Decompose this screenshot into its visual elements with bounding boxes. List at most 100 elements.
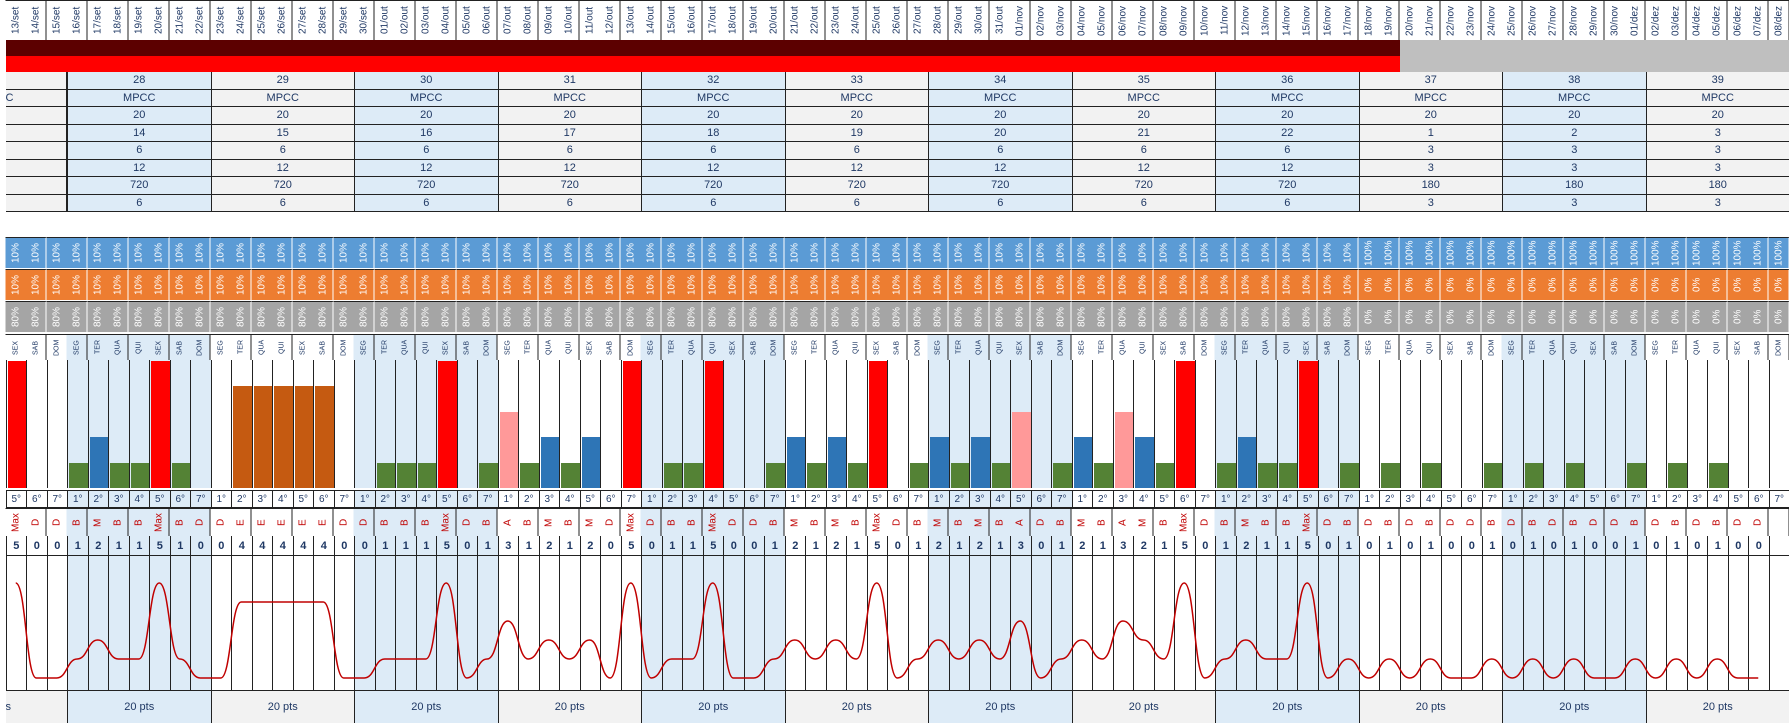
- bar-column[interactable]: [1030, 360, 1051, 488]
- row-gray-cell[interactable]: 80%: [1194, 301, 1215, 332]
- weekday-cell[interactable]: SEG: [497, 334, 518, 360]
- weekday-cell[interactable]: SAB: [1174, 334, 1195, 360]
- row-blue-cell[interactable]: 10%: [928, 237, 949, 268]
- bar-column[interactable]: [210, 360, 231, 488]
- day-number-cell[interactable]: 2°: [1379, 490, 1400, 508]
- row-orange-cell[interactable]: 10%: [149, 269, 170, 300]
- row-blue-cell[interactable]: 10%: [969, 237, 990, 268]
- row-blue-cell[interactable]: 10%: [702, 237, 723, 268]
- load-bar[interactable]: [253, 386, 272, 488]
- date-header-cell[interactable]: 24/nov: [1481, 0, 1502, 40]
- row-blue-cell[interactable]: 100%: [1481, 237, 1502, 268]
- day-number-cell[interactable]: 5°: [866, 490, 887, 508]
- row-gray-cell[interactable]: 0%: [1461, 301, 1482, 332]
- score-cell[interactable]: 1: [1379, 536, 1400, 556]
- score-cell[interactable]: 1: [1051, 536, 1072, 556]
- day-number-cell[interactable]: 3°: [251, 490, 272, 508]
- week-b-cell[interactable]: 21: [1071, 124, 1215, 142]
- week-e-cell[interactable]: 720: [67, 177, 211, 195]
- week-a-cell[interactable]: 20: [1358, 107, 1502, 125]
- row-orange-cell[interactable]: 10%: [1030, 269, 1051, 300]
- date-header-cell[interactable]: 27/out: [907, 0, 928, 40]
- week-f-cell[interactable]: 3: [1645, 194, 1789, 212]
- load-bar[interactable]: [1012, 411, 1031, 488]
- weekday-cell[interactable]: TER: [805, 334, 826, 360]
- load-bar[interactable]: [827, 437, 846, 488]
- row-gray-cell[interactable]: 80%: [743, 301, 764, 332]
- row-blue-cell[interactable]: 10%: [846, 237, 867, 268]
- row-blue-cell[interactable]: 10%: [600, 237, 621, 268]
- week-d-cell[interactable]: 3: [1645, 159, 1789, 177]
- session-code-cell[interactable]: D: [1030, 508, 1051, 536]
- row-orange-cell[interactable]: 0%: [1379, 269, 1400, 300]
- bar-column[interactable]: [415, 360, 436, 488]
- row-gray-cell[interactable]: 80%: [1317, 301, 1338, 332]
- week-f-cell[interactable]: 6: [1215, 194, 1359, 212]
- row-orange-cell[interactable]: 10%: [559, 269, 580, 300]
- row-blue-cell[interactable]: 10%: [1010, 237, 1031, 268]
- weekday-cell[interactable]: QUA: [1543, 334, 1564, 360]
- week-d-cell[interactable]: 12: [1071, 159, 1215, 177]
- row-gray-cell[interactable]: 80%: [600, 301, 621, 332]
- week-c-cell[interactable]: 3: [1645, 142, 1789, 160]
- score-cell[interactable]: 0: [887, 536, 908, 556]
- day-number-cell[interactable]: 1°: [641, 490, 662, 508]
- row-orange-cell[interactable]: 10%: [1112, 269, 1133, 300]
- row-orange-cell[interactable]: 0%: [1461, 269, 1482, 300]
- score-cell[interactable]: 5: [436, 536, 457, 556]
- week-points-cell[interactable]: 20 pts: [67, 690, 211, 723]
- day-number-cell[interactable]: 5°: [1297, 490, 1318, 508]
- session-code-cell[interactable]: D: [1502, 508, 1523, 536]
- score-cell[interactable]: 0: [1440, 536, 1461, 556]
- session-code-cell[interactable]: D: [1604, 508, 1625, 536]
- week-num-cell[interactable]: 29: [210, 72, 354, 90]
- score-cell[interactable]: 0: [743, 536, 764, 556]
- date-header-cell[interactable]: 31/out: [989, 0, 1010, 40]
- row-blue-cell[interactable]: 10%: [1071, 237, 1092, 268]
- session-code-cell[interactable]: B: [1215, 508, 1236, 536]
- weekday-cell[interactable]: QUA: [1256, 334, 1277, 360]
- load-bar[interactable]: [274, 386, 293, 488]
- week-c-cell[interactable]: 6: [928, 142, 1072, 160]
- day-number-cell[interactable]: 2°: [948, 490, 969, 508]
- row-gray-cell[interactable]: 80%: [1153, 301, 1174, 332]
- bar-column[interactable]: [1256, 360, 1277, 488]
- row-gray-cell[interactable]: 80%: [374, 301, 395, 332]
- session-code-cell[interactable]: B: [1666, 508, 1687, 536]
- bar-column[interactable]: [743, 360, 764, 488]
- bar-column[interactable]: [1112, 360, 1133, 488]
- date-header-cell[interactable]: 20/nov: [1399, 0, 1420, 40]
- load-bar[interactable]: [520, 462, 539, 488]
- row-blue-cell[interactable]: 100%: [1604, 237, 1625, 268]
- score-cell[interactable]: 0: [1317, 536, 1338, 556]
- bar-column[interactable]: [374, 360, 395, 488]
- row-orange-cell[interactable]: 10%: [846, 269, 867, 300]
- week-c-cell[interactable]: 6: [67, 142, 211, 160]
- row-orange-cell[interactable]: 0%: [1727, 269, 1748, 300]
- score-cell[interactable]: [1768, 536, 1789, 556]
- week-d-cell[interactable]: 12: [67, 159, 211, 177]
- row-gray-cell[interactable]: 80%: [415, 301, 436, 332]
- bar-column[interactable]: [87, 360, 108, 488]
- row-orange-cell[interactable]: 0%: [1686, 269, 1707, 300]
- week-num-cell[interactable]: 34: [928, 72, 1072, 90]
- session-code-cell[interactable]: D: [1440, 508, 1461, 536]
- row-blue-cell[interactable]: 100%: [1461, 237, 1482, 268]
- day-number-cell[interactable]: 4°: [1707, 490, 1728, 508]
- score-cell[interactable]: 1: [1215, 536, 1236, 556]
- date-header-cell[interactable]: 18/out: [723, 0, 744, 40]
- row-orange-cell[interactable]: 10%: [518, 269, 539, 300]
- week-e-cell[interactable]: 720: [210, 177, 354, 195]
- score-cell[interactable]: 1: [1522, 536, 1543, 556]
- row-blue-cell[interactable]: 10%: [743, 237, 764, 268]
- day-number-cell[interactable]: 2°: [1522, 490, 1543, 508]
- row-blue-cell[interactable]: 10%: [1092, 237, 1113, 268]
- row-blue-cell[interactable]: 10%: [641, 237, 662, 268]
- session-code-cell[interactable]: B: [67, 508, 88, 536]
- day-number-cell[interactable]: 6°: [1748, 490, 1769, 508]
- bar-column[interactable]: [1727, 360, 1748, 488]
- score-cell[interactable]: 1: [682, 536, 703, 556]
- week-a-cell[interactable]: 20: [784, 107, 928, 125]
- date-header-cell[interactable]: 24/set: [231, 0, 252, 40]
- row-orange-cell[interactable]: 10%: [210, 269, 231, 300]
